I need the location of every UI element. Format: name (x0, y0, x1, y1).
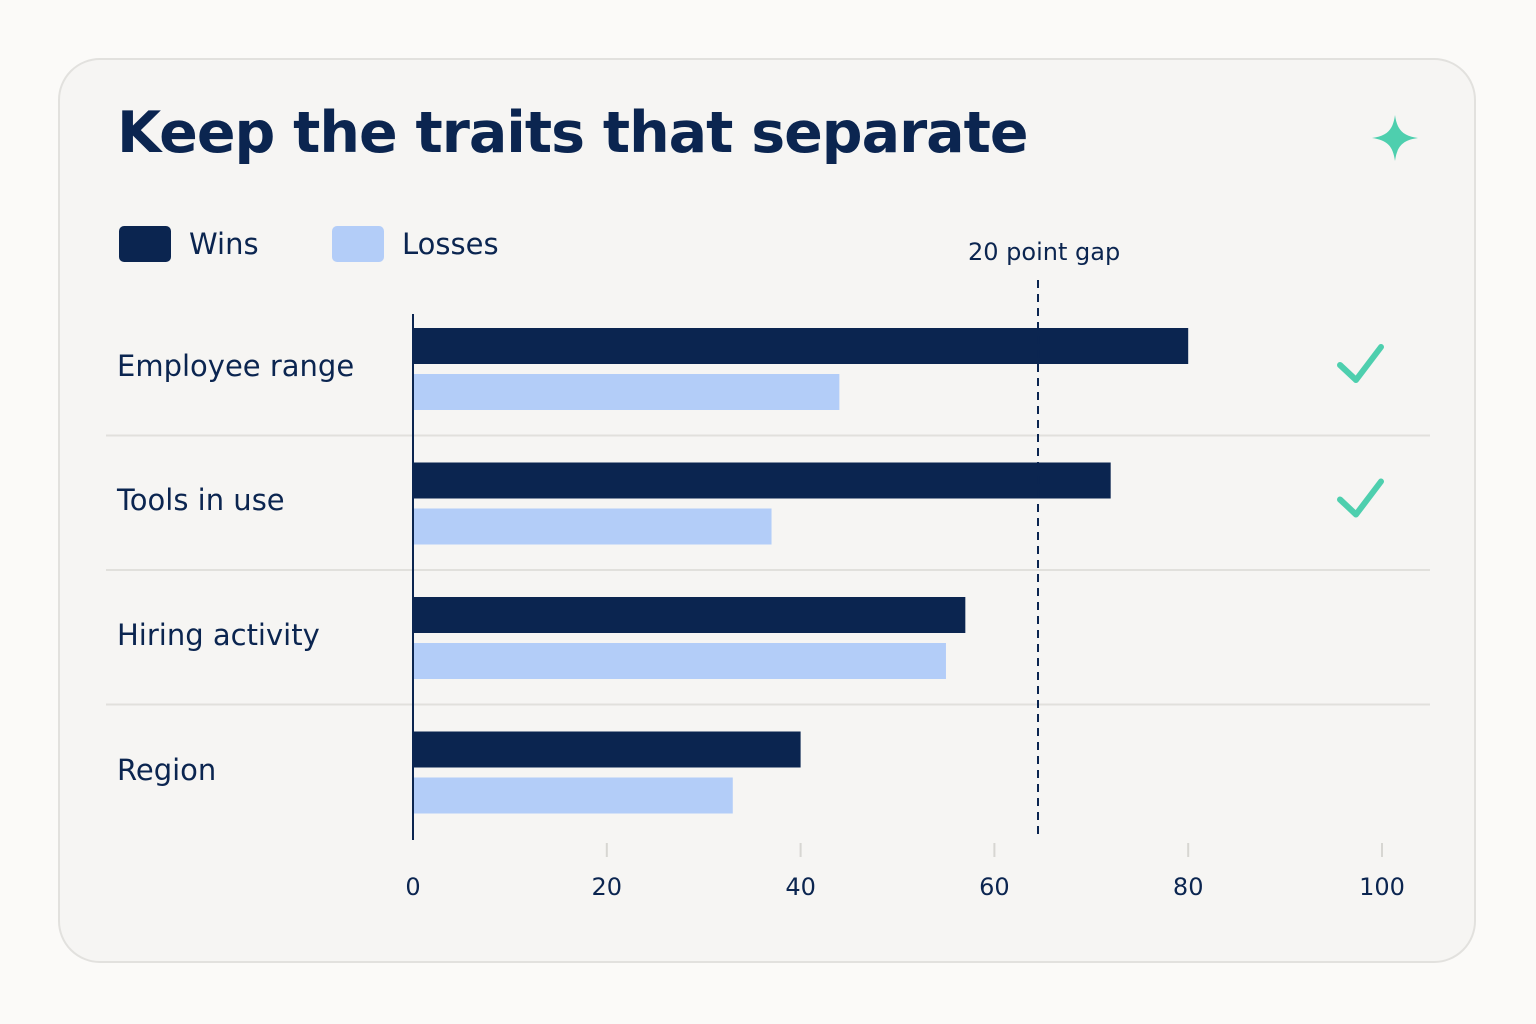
bar-wins-hiring-activity (413, 597, 966, 633)
legend-item-losses: Losses (332, 225, 499, 263)
bar-losses-hiring-activity (413, 643, 946, 679)
bar-losses-employee-range (413, 374, 840, 410)
x-tick-label: 0 (405, 873, 420, 901)
category-label-region: Region (117, 753, 217, 787)
check-icon (1337, 478, 1384, 518)
legend-label-wins: Wins (189, 227, 259, 261)
legend-swatch-wins (119, 226, 171, 262)
sparkle-icon (1372, 115, 1418, 161)
x-tick-label: 100 (1359, 873, 1405, 901)
bar-wins-region (413, 731, 801, 768)
reference-line-label: 20 point gap (968, 238, 1121, 266)
check-icon (1337, 344, 1384, 383)
bar-wins-employee-range (413, 328, 1189, 364)
category-label-hiring-activity: Hiring activity (117, 618, 320, 652)
bar-losses-region (413, 777, 733, 814)
legend-swatch-losses (332, 226, 384, 262)
chart-title: Keep the traits that separate (117, 100, 1029, 166)
x-tick-label: 20 (592, 873, 623, 901)
bar-losses-tools-in-use (413, 508, 772, 545)
x-tick-label: 80 (1173, 873, 1204, 901)
bar-wins-tools-in-use (413, 462, 1111, 499)
category-label-employee-range: Employee range (117, 349, 355, 383)
x-tick-label: 60 (979, 873, 1010, 901)
legend-item-wins: Wins (119, 225, 259, 263)
x-tick-label: 40 (785, 873, 816, 901)
category-label-tools-in-use: Tools in use (117, 483, 285, 517)
legend-label-losses: Losses (402, 227, 499, 261)
